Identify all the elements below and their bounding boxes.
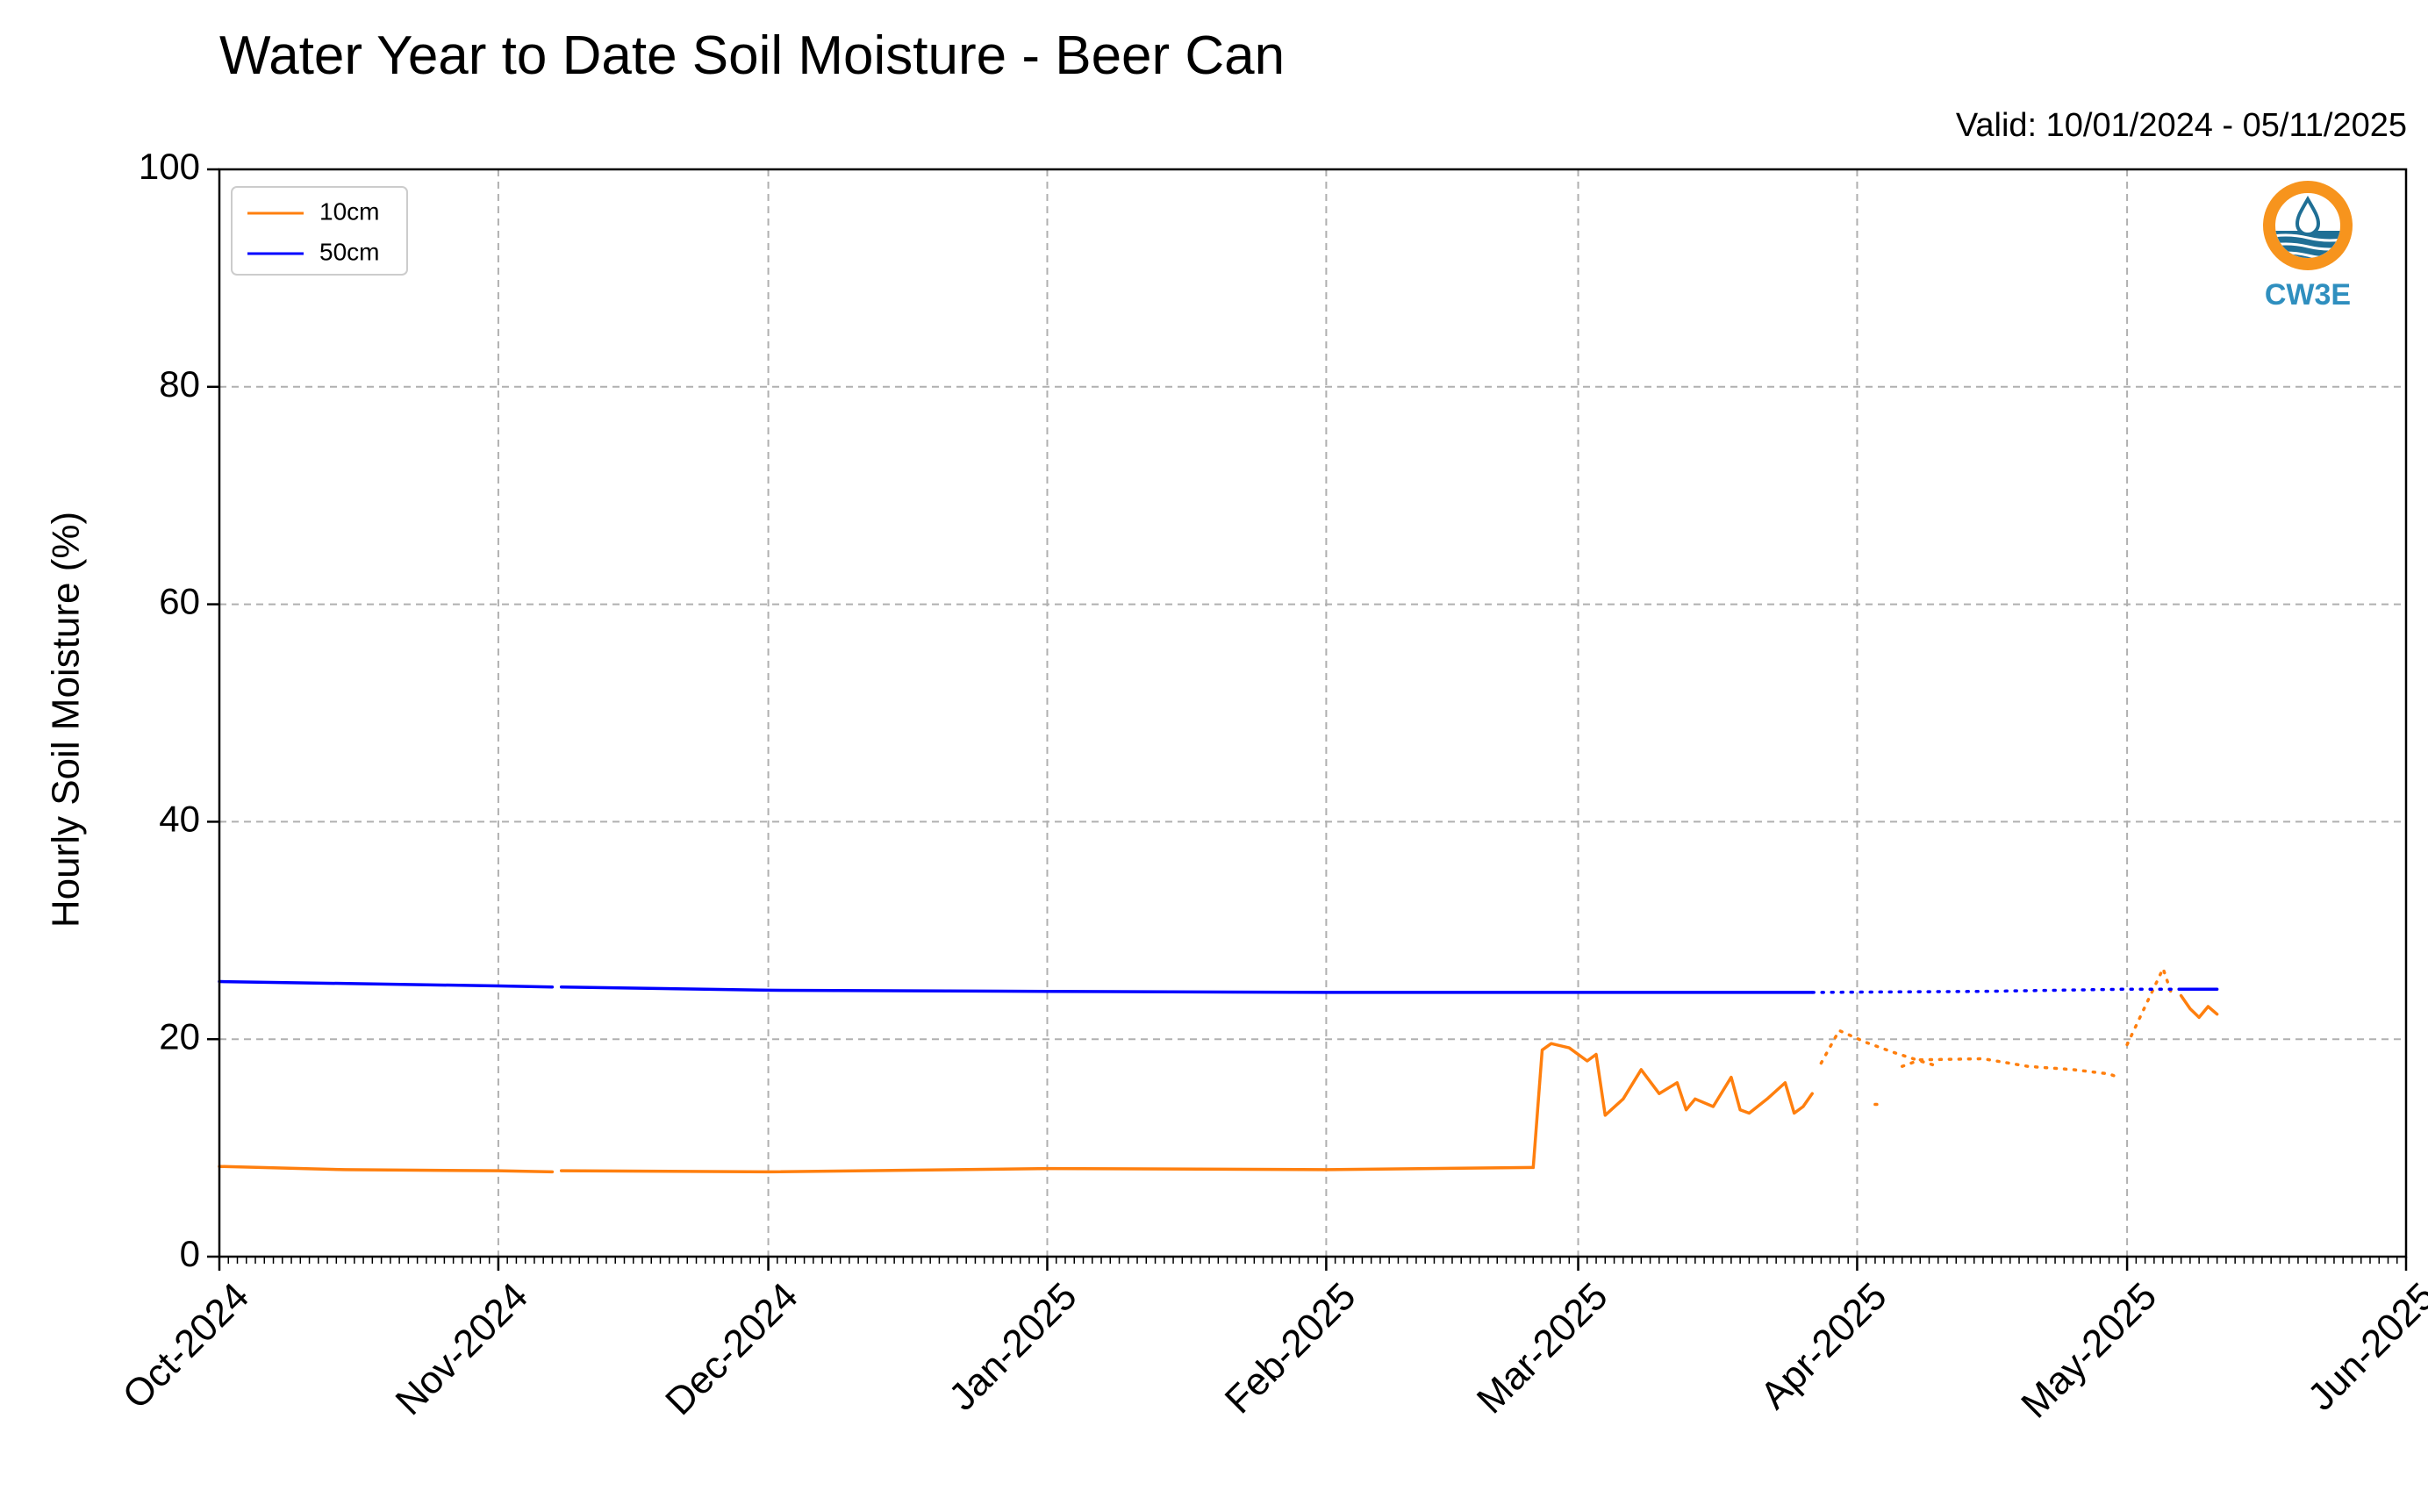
y-tick-label: 40 — [159, 798, 200, 839]
y-tick-label: 100 — [139, 146, 200, 187]
series-line-10cm — [559, 1165, 1536, 1174]
series-line-10cm — [1900, 1057, 2120, 1079]
axes: 0 20 40 60 80 100 Oct-2024 Nov-2024 Dec-2024 Jan-… — [115, 146, 2428, 1426]
series-line-50cm — [1810, 987, 2183, 994]
series-line-10cm — [1819, 1028, 1940, 1068]
series-line-10cm — [2125, 966, 2174, 1047]
plot-frame — [218, 168, 2408, 1258]
x-tick-label: Oct-2024 — [115, 1274, 258, 1417]
legend[interactable]: 10cm 50cm — [231, 186, 408, 276]
series-line-10cm — [2179, 993, 2219, 1020]
legend-label-50cm: 50cm — [319, 238, 379, 265]
series-line-50cm — [559, 985, 1814, 994]
x-tick-label: Nov-2024 — [387, 1274, 536, 1423]
series-lines — [218, 966, 2219, 1174]
y-axis-label: Hourly Soil Moisture (%) — [45, 512, 88, 928]
x-tick-label: May-2025 — [2013, 1274, 2165, 1426]
x-tick-label: Mar-2025 — [1469, 1274, 1616, 1422]
logo-ring — [2263, 181, 2353, 270]
series-line-10cm — [1531, 1042, 1814, 1170]
chart-subtitle: Valid: 10/01/2024 - 05/11/2025 — [1955, 107, 2407, 144]
x-tick-label: Dec-2024 — [657, 1274, 806, 1423]
logo-text: CW3E — [2265, 278, 2351, 312]
y-tick-label: 60 — [159, 581, 200, 622]
water-drop-icon — [2295, 195, 2321, 236]
x-tick-label: Jan-2025 — [941, 1274, 1085, 1418]
x-tick-label: Apr-2025 — [1752, 1274, 1895, 1417]
y-tick-label: 0 — [180, 1233, 200, 1274]
series-line-10cm — [218, 1164, 555, 1174]
x-tick-label: Feb-2025 — [1217, 1274, 1364, 1422]
cw3e-logo: CW3E — [2263, 181, 2353, 312]
x-tick-label: Jun-2025 — [2300, 1274, 2428, 1418]
series-line-50cm — [218, 979, 555, 989]
legend-label-10cm: 10cm — [319, 197, 379, 225]
chart-title: Water Year to Date Soil Moisture - Beer … — [219, 25, 1286, 86]
y-tick-label: 80 — [159, 363, 200, 405]
y-tick-label: 20 — [159, 1015, 200, 1057]
grid-lines — [218, 168, 2407, 1258]
